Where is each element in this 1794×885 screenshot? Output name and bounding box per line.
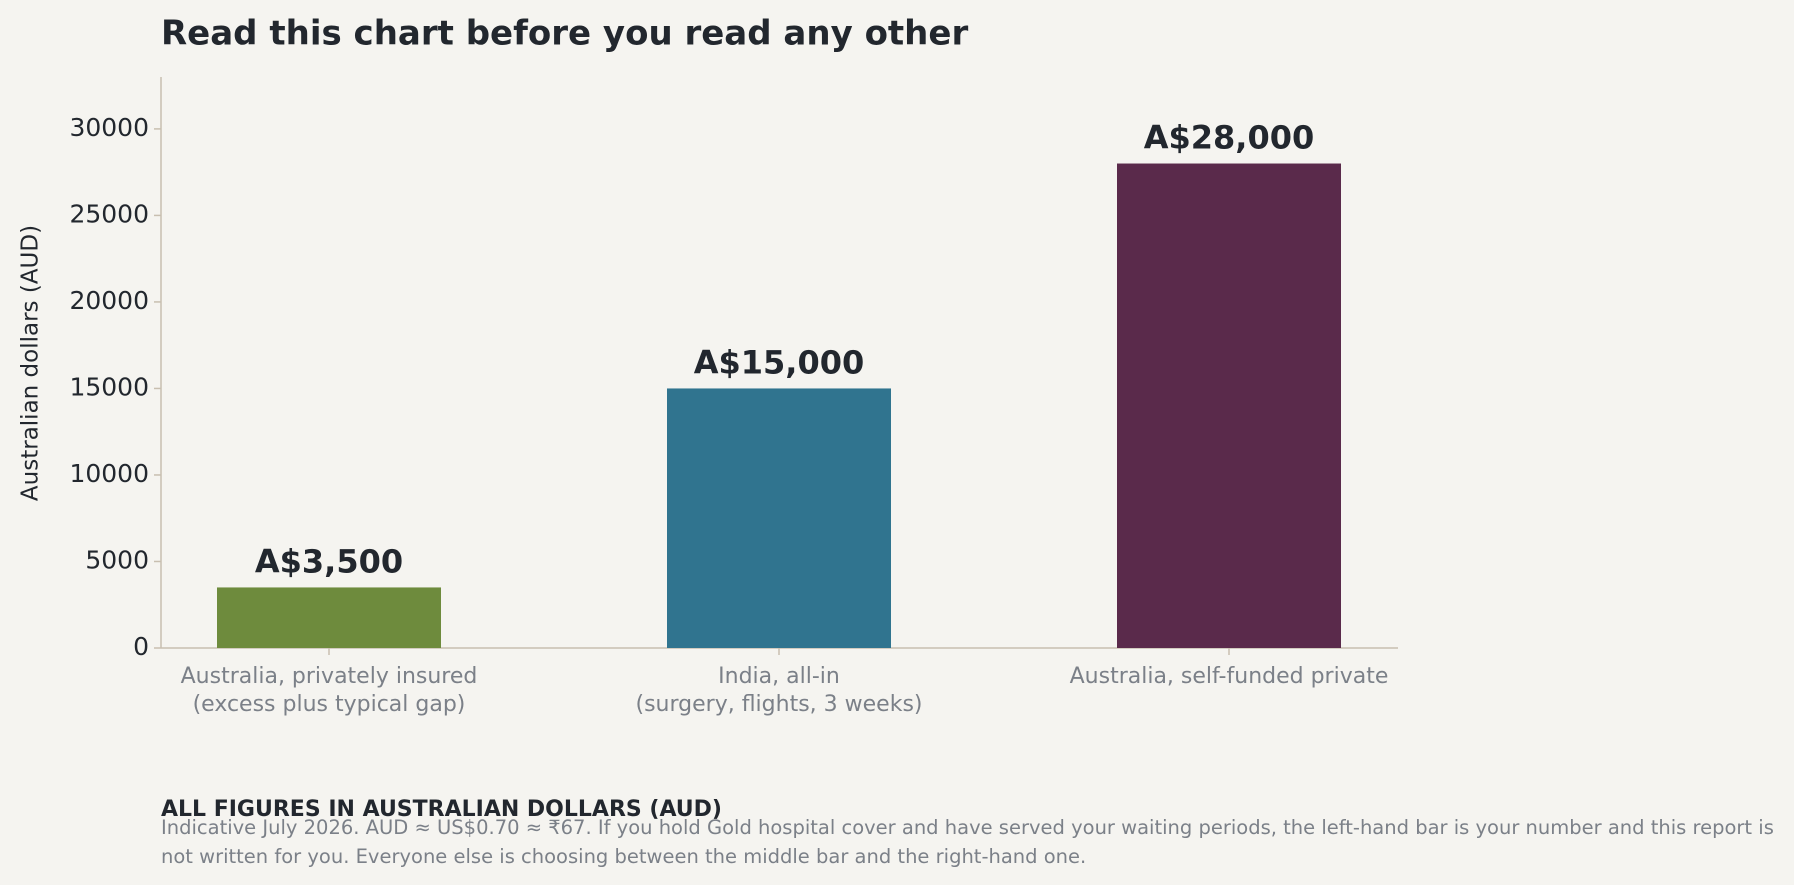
x-tick-label: Australia, self-funded private bbox=[1069, 664, 1389, 689]
y-axis-label: Australian dollars (AUD) bbox=[18, 225, 44, 501]
footer-note: Indicative July 2026. AUD ≈ US$0.70 ≈ ₹6… bbox=[161, 816, 1774, 868]
y-tick-label: 30000 bbox=[69, 113, 149, 142]
y-tick-label: 10000 bbox=[69, 459, 149, 488]
x-tick-label: India, all-in (surgery, flights, 3 weeks… bbox=[635, 664, 923, 717]
value-label: A$3,500 bbox=[255, 542, 403, 580]
chart-title: Read this chart before you read any othe… bbox=[161, 14, 968, 54]
y-tick-label: 5000 bbox=[85, 545, 149, 574]
y-tick-label: 15000 bbox=[69, 372, 149, 401]
y-tick-label: 0 bbox=[133, 632, 149, 661]
bar bbox=[1117, 163, 1341, 649]
y-tick-label: 25000 bbox=[69, 199, 149, 228]
y-tick-label: 20000 bbox=[69, 286, 149, 315]
bar bbox=[217, 587, 441, 648]
x-tick-label: Australia, privately insured (excess plu… bbox=[180, 664, 478, 717]
value-label: A$28,000 bbox=[1144, 119, 1315, 157]
footer-heading: ALL FIGURES IN AUSTRALIAN DOLLARS (AUD) bbox=[161, 797, 722, 822]
value-label: A$15,000 bbox=[694, 343, 865, 381]
bar bbox=[667, 388, 891, 648]
